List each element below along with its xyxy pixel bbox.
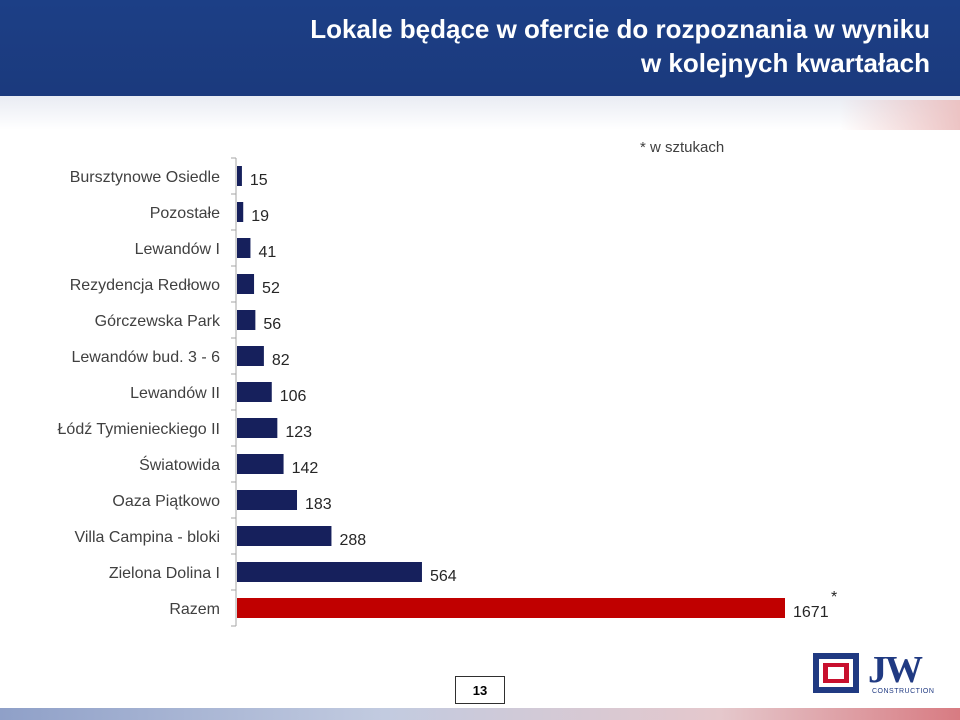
value-label: 52 bbox=[262, 280, 280, 297]
bar bbox=[237, 562, 422, 582]
category-label: Bursztynowe Osiedle bbox=[70, 169, 220, 186]
bar bbox=[237, 454, 284, 474]
logo-subtext: CONSTRUCTION bbox=[872, 688, 935, 695]
category-label: Rezydencja Redłowo bbox=[70, 277, 220, 294]
header-accent-band bbox=[840, 100, 960, 130]
header-gradient-band bbox=[0, 96, 960, 130]
title-banner: Lokale będące w ofercie do rozpoznania w… bbox=[0, 0, 960, 96]
company-logo: JW CONSTRUCTION bbox=[812, 649, 942, 700]
value-label: 15 bbox=[250, 172, 268, 189]
category-label: Lewandów I bbox=[135, 241, 220, 258]
value-label: 82 bbox=[272, 352, 290, 369]
bar bbox=[237, 166, 242, 186]
category-label: Światowida bbox=[139, 455, 220, 474]
category-label: Razem bbox=[169, 601, 220, 618]
slide-title: Lokale będące w ofercie do rozpoznania w… bbox=[170, 12, 930, 80]
value-label: 123 bbox=[285, 424, 312, 441]
value-label: 56 bbox=[263, 316, 281, 333]
category-label: Górczewska Park bbox=[95, 313, 221, 330]
value-label: 41 bbox=[258, 244, 276, 261]
value-label: 564 bbox=[430, 568, 457, 585]
category-label: Pozostałe bbox=[150, 205, 220, 222]
category-label: Oaza Piątkowo bbox=[112, 493, 220, 510]
value-label: 106 bbox=[280, 388, 307, 405]
value-label: 183 bbox=[305, 496, 332, 513]
bar bbox=[237, 382, 272, 402]
category-label: Łódź Tymienieckiego II bbox=[58, 421, 220, 438]
category-label: Lewandów bud. 3 - 6 bbox=[71, 349, 220, 366]
slide-title-line-1: Lokale będące w ofercie do rozpoznania w… bbox=[310, 14, 930, 44]
value-label: 19 bbox=[251, 208, 269, 225]
total-asterisk: * bbox=[831, 589, 837, 606]
bar bbox=[237, 418, 278, 438]
value-label: 142 bbox=[292, 460, 319, 477]
unit-note: * w sztukach bbox=[640, 139, 725, 156]
value-label: 288 bbox=[339, 532, 366, 549]
bar bbox=[237, 238, 251, 258]
bar bbox=[237, 346, 264, 366]
category-label: Villa Campina - bloki bbox=[74, 529, 220, 546]
bar bbox=[237, 202, 244, 222]
bar bbox=[237, 274, 255, 294]
value-label: 1671 bbox=[793, 604, 829, 621]
category-label: Zielona Dolina I bbox=[109, 565, 220, 582]
category-label: Lewandów II bbox=[130, 385, 220, 402]
bar bbox=[237, 526, 332, 546]
bar bbox=[237, 490, 298, 510]
logo-mark-icon bbox=[813, 653, 859, 693]
page-number: 13 bbox=[455, 676, 505, 704]
bar-total bbox=[237, 598, 785, 618]
logo-text: JW bbox=[868, 649, 923, 691]
bar bbox=[237, 310, 256, 330]
slide-title-line-2: w kolejnych kwartałach bbox=[640, 48, 930, 78]
footer-band bbox=[0, 708, 960, 720]
